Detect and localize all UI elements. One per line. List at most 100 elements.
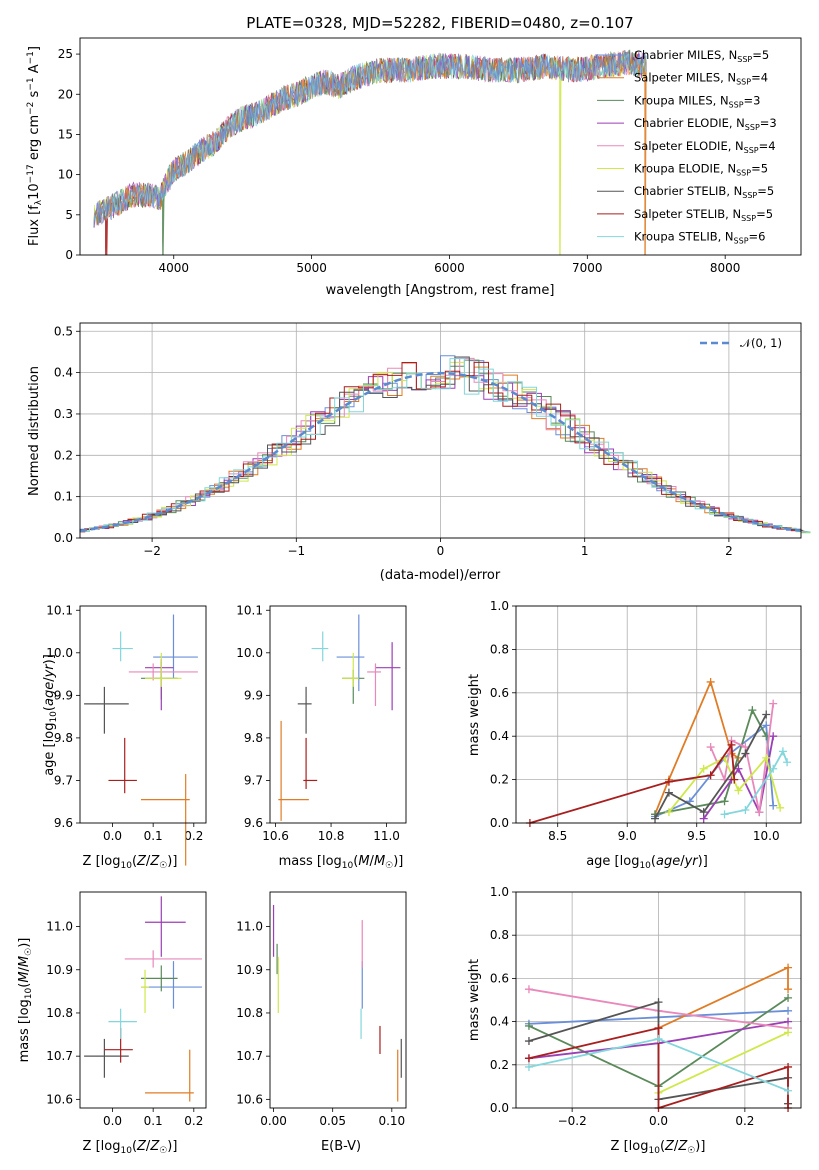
- residual-xtick-label-2: 0: [437, 544, 445, 558]
- mwz-marker-8-1: [654, 1034, 663, 1043]
- spectrum-legend-label-2: Kroupa MILES, NSSP=3: [634, 93, 760, 109]
- massebv-xtick-label-2: 0.10: [378, 1114, 405, 1128]
- mwage-ytick-label-0: 0.0: [490, 816, 509, 830]
- residual-xtick-label-3: 1: [581, 544, 589, 558]
- mwage-marker-5-1: [699, 764, 708, 773]
- mwz-series-5: [658, 1031, 789, 1094]
- spectrum-legend-label-6: Chabrier STELIB, NSSP=5: [634, 184, 774, 200]
- massz-xtick-label-1: 0.1: [144, 1114, 163, 1128]
- mwage-marker-5-0: [664, 808, 673, 817]
- spectrum-legend: Chabrier MILES, NSSP=5 Salpeter MILES, NS…: [597, 48, 777, 246]
- massebv-ytick-label-0: 10.6: [236, 1092, 263, 1106]
- spectrum-xtick-label-0: 4000: [158, 261, 189, 275]
- spectrum-line-8: [93, 51, 647, 228]
- massebv-ytick-label-3: 10.9: [236, 963, 263, 977]
- agemass-xtick-label-1: 10.8: [318, 829, 345, 843]
- massz-frame: [79, 891, 207, 1109]
- mwage-ytick-label-3: 0.6: [490, 686, 509, 700]
- spectrum-xtick-label-3: 7000: [572, 261, 603, 275]
- mwage-ytick-label-2: 0.4: [490, 729, 509, 743]
- mwz-panel: −0.2 0.0 0.2 0.0 0.2 0.4 0.6 0.8 1.0: [490, 885, 802, 1128]
- agemass-ytick-label-3: 9.9: [244, 688, 263, 702]
- mwage-series-2: [654, 707, 767, 816]
- mwz-marker-0-2: [784, 1006, 793, 1015]
- mwage-marker-5-3: [734, 786, 743, 795]
- massz-ytick-label-4: 11.0: [46, 920, 73, 934]
- mwage-marker-6-4: [762, 710, 771, 719]
- residual-ytick-label-3: 0.3: [54, 407, 73, 421]
- mwage-xtick-label-2: 9.5: [687, 829, 706, 843]
- spectrum-legend-label-1: Salpeter MILES, NSSP=4: [634, 71, 768, 87]
- agez-ytick-label-5: 10.1: [46, 603, 73, 617]
- agez-xtick-label-0: 0.0: [103, 829, 122, 843]
- mwage-marker-4-4: [755, 808, 764, 817]
- mwz-frame: [515, 891, 802, 1109]
- mwage-marker-1-2: [706, 677, 715, 686]
- agemass-ytick-label-4: 10.0: [236, 646, 263, 660]
- residual-hist-7: [80, 361, 807, 533]
- spectrum-xtick-label-4: 8000: [710, 261, 741, 275]
- residual-axes: −2 −1 0 1 2 0.0 0.1 0.2 0.3 0.4 0.5: [54, 323, 801, 558]
- spectrum-axes: 4000 5000 6000 7000 8000 0 5 10 15 20 25: [58, 47, 741, 275]
- mwz-ytick-label-3: 0.6: [490, 971, 509, 985]
- massebv-frame: [269, 891, 407, 1109]
- mwz-xlabel: Z [log10(Z/Z☉)]: [611, 1139, 706, 1156]
- residual-ylabel: Normed distribution: [27, 366, 42, 496]
- mwage-marker-8-0: [720, 810, 729, 819]
- agez-frame: [79, 605, 207, 824]
- mwage-marker-7-2: [706, 771, 715, 780]
- spectrum-panel: PLATE=0328, MJD=52282, FIBERID=0480, z=0…: [26, 14, 802, 298]
- mwz-ytick-label-0: 0.0: [490, 1101, 509, 1115]
- spectrum-ytick-label-4: 20: [58, 87, 73, 101]
- mwz-xtick-label-0: −0.2: [558, 1114, 587, 1128]
- massebv-ytick-label-1: 10.7: [236, 1049, 263, 1063]
- mwz-marker-2-2: [784, 993, 793, 1002]
- mwage-marker-8-3: [778, 747, 787, 756]
- spectrum-legend-label-4: Salpeter ELODIE, NSSP=4: [634, 139, 776, 155]
- massz-ylabel: mass [log10(M/M☉)]: [17, 938, 34, 1063]
- spectrum-ylabel: Flux [fλ10−17 erg cm−2 s−1 A−1]: [26, 46, 44, 246]
- spectrum-ytick-label-1: 5: [65, 208, 73, 222]
- massz-xlabel: Z [log10(Z/Z☉)]: [83, 1139, 178, 1156]
- mwz-marker-6-0: [524, 1037, 533, 1046]
- agez-ytick-label-2: 9.8: [54, 731, 73, 745]
- mwage-marker-4-0: [706, 743, 715, 752]
- agez-ytick-label-4: 10.0: [46, 646, 73, 660]
- residual-ytick-label-4: 0.4: [54, 366, 73, 380]
- spectrum-legend-label-5: Kroupa ELODIE, NSSP=5: [634, 162, 768, 178]
- mwage-series-3: [702, 736, 775, 820]
- mwage-marker-0-3: [762, 721, 771, 730]
- mwage-axes: 8.5 9.0 9.5 10.0 0.0 0.2 0.4 0.6 0.8 1.0: [490, 599, 801, 843]
- spectrum-ytick-label-3: 15: [58, 127, 73, 141]
- agez-ylabel: age [log10(age/yr)]: [42, 654, 59, 776]
- massz-ytick-label-1: 10.7: [46, 1049, 73, 1063]
- massz-ytick-label-2: 10.8: [46, 1006, 73, 1020]
- mwage-marker-4-5: [769, 699, 778, 708]
- massebv-ytick-label-2: 10.8: [236, 1006, 263, 1020]
- agez-axes: 0.0 0.1 0.2 9.6 9.7 9.8 9.9 10.0 10.1: [46, 603, 203, 843]
- agemass-ytick-label-0: 9.6: [244, 816, 263, 830]
- agez-ytick-label-0: 9.6: [54, 816, 73, 830]
- massebv-xtick-label-0: 0.00: [260, 1114, 287, 1128]
- agez-panel: 0.0 0.1 0.2 9.6 9.7 9.8 9.9 10.0 10.1: [46, 603, 207, 866]
- mwage-series-4: [709, 703, 775, 813]
- mwz-marker-2-0: [524, 1021, 533, 1030]
- mwage-marker-2-2: [748, 706, 757, 715]
- agemass-xlabel: mass [log10(M/M☉)]: [279, 854, 404, 871]
- figure-title: PLATE=0328, MJD=52282, FIBERID=0480, z=0…: [246, 14, 633, 32]
- mwage-marker-7-3: [727, 740, 736, 749]
- mwz-ytick-label-1: 0.2: [490, 1058, 509, 1072]
- spectrum-ytick-label-0: 0: [65, 248, 73, 262]
- massebv-xtick-label-1: 0.05: [319, 1114, 346, 1128]
- mwz-marker-1-2: [784, 985, 793, 994]
- mwage-marker-5-4: [762, 753, 771, 762]
- massz-xtick-label-0: 0.0: [103, 1114, 122, 1128]
- mwage-xtick-label-3: 10.0: [753, 829, 780, 843]
- spectrum-xlabel: wavelength [Angstrom, rest frame]: [326, 283, 555, 298]
- mwz-marker-8-2: [784, 1086, 793, 1095]
- mwage-marker-3-4: [769, 732, 778, 741]
- massz-axes: 0.0 0.1 0.2 10.6 10.7 10.8 10.9 11.0: [46, 920, 203, 1128]
- residual-ytick-label-1: 0.1: [54, 490, 73, 504]
- spectrum-line-0: [93, 51, 647, 228]
- mwage-marker-8-4: [783, 758, 792, 767]
